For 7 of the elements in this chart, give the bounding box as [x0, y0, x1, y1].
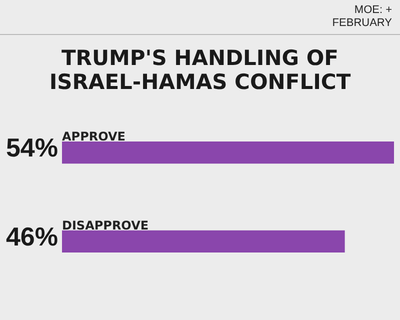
data-label: 54% — [6, 132, 58, 163]
data-label: 46% — [6, 221, 58, 252]
y-tick-label: DISAPPROVE — [62, 218, 149, 232]
chart-title: TRUMP'S HANDLING OF ISRAEL-HAMAS CONFLICT — [49, 46, 352, 94]
text: FEBRUARY — [332, 17, 392, 30]
y-tick-label: APPROVE — [62, 130, 126, 144]
text: MOE: + — [353, 4, 392, 17]
